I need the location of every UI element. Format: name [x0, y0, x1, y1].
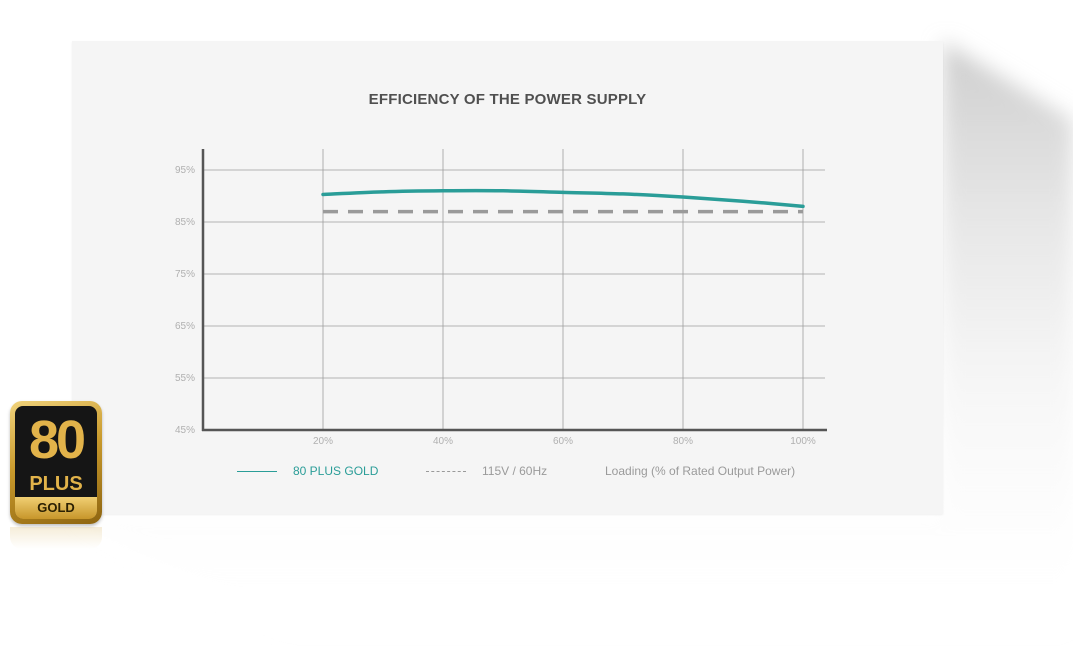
legend-swatch-solid	[237, 470, 277, 472]
y-tick-label: 45%	[175, 425, 195, 436]
legend-item-voltage: 115V / 60Hz	[426, 464, 547, 478]
chart-title: EFFICIENCY OF THE POWER SUPPLY	[368, 91, 647, 108]
badge-inner: 80 PLUS GOLD	[15, 406, 97, 519]
chart-legend: 80 PLUS GOLD 115V / 60Hz Loading (% of R…	[72, 464, 943, 484]
legend-label-voltage: 115V / 60Hz	[482, 464, 548, 478]
badge-reflection	[10, 527, 102, 549]
y-tick-label: 65%	[175, 321, 195, 332]
y-tick-label: 85%	[175, 217, 195, 228]
efficiency-chart: 95% 85% 75% 65% 55% 45% 20% 40% 60% 80% 100%	[175, 149, 827, 447]
series-80-plus-gold-line	[321, 188, 805, 209]
x-tick-label: 40%	[433, 436, 453, 447]
y-tick-label: 95%	[175, 165, 195, 176]
badge-number: 80	[28, 410, 86, 470]
x-tick-label: 60%	[553, 436, 573, 447]
badge-plus: PLUS	[29, 473, 83, 495]
y-tick-label: 55%	[175, 373, 195, 384]
loading-label: Loading (% of Rated Output Power)	[605, 464, 796, 478]
80-plus-gold-badge: 80 PLUS GOLD	[10, 401, 102, 524]
x-axis-title: Loading (% of Rated Output Power)	[605, 464, 795, 478]
legend-swatch-dashed	[426, 470, 466, 472]
legend-label-gold: 80 PLUS GOLD	[293, 464, 379, 478]
x-tick-label: 80%	[673, 436, 693, 447]
legend-item-gold: 80 PLUS GOLD	[237, 464, 378, 478]
chart-card: EFFICIENCY OF THE POWER SUPPLY 95% 85% 75%…	[72, 41, 943, 514]
y-tick-label: 75%	[175, 269, 195, 280]
badge-tier: GOLD	[15, 497, 97, 519]
x-tick-label: 100%	[790, 436, 816, 447]
x-tick-label: 20%	[313, 436, 333, 447]
